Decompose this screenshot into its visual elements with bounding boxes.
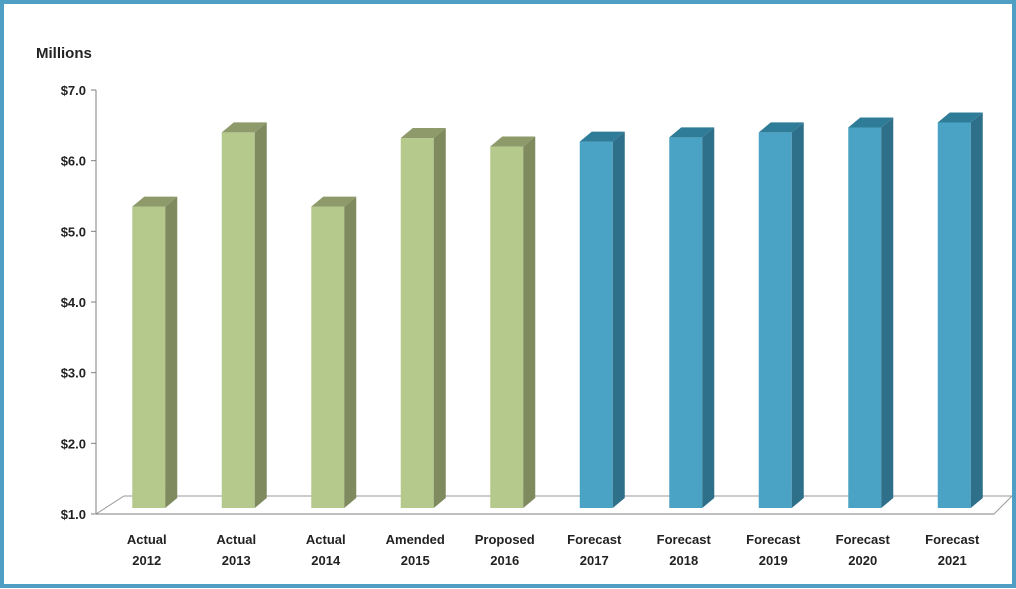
bar xyxy=(848,117,894,508)
x-tick-label-line2: 2016 xyxy=(490,553,519,568)
x-tick-label-line1: Actual xyxy=(306,532,346,547)
bar-side xyxy=(165,196,178,508)
x-tick-label-line2: 2014 xyxy=(311,553,341,568)
x-tick-label-line1: Forecast xyxy=(746,532,801,547)
y-tick-label: $6.0 xyxy=(61,154,86,169)
bar-side xyxy=(791,122,804,509)
bar-top xyxy=(848,117,894,128)
bar-front xyxy=(490,146,524,509)
x-tick-label-line2: 2019 xyxy=(759,553,788,568)
bar xyxy=(579,131,625,508)
x-tick-label-line1: Actual xyxy=(127,532,167,547)
y-tick-label: $4.0 xyxy=(61,295,86,310)
bar-top xyxy=(579,131,625,142)
x-tick-label-line2: 2020 xyxy=(848,553,877,568)
x-tick-label-line2: 2021 xyxy=(938,553,967,568)
y-axis-unit-label: Millions xyxy=(36,45,92,62)
x-tick-label-line2: 2012 xyxy=(132,553,161,568)
bar-front xyxy=(669,137,703,508)
bar-front xyxy=(579,141,613,508)
x-tick-label-line1: Actual xyxy=(216,532,256,547)
bars xyxy=(132,112,983,509)
x-tick-label-line1: Forecast xyxy=(657,532,712,547)
x-tick-label-line1: Amended xyxy=(386,532,445,547)
bar xyxy=(221,122,267,509)
x-tick-label-line1: Forecast xyxy=(567,532,622,547)
y-tick-label: $5.0 xyxy=(61,224,86,239)
bar xyxy=(758,122,804,509)
bar-side xyxy=(612,131,625,508)
bar-chart: Millions $1.0 $2.0 $3.0 $4.0 $5.0 $6.0 $7.0 Ac… xyxy=(36,45,1014,568)
x-axis-labels: Actual 2012 Actual 2013 Actual 2014 Amended 201… xyxy=(127,532,980,568)
x-tick-label-line2: 2017 xyxy=(580,553,609,568)
x-tick-label-line1: Forecast xyxy=(836,532,891,547)
bar-side xyxy=(433,128,446,508)
bar-side xyxy=(970,112,983,509)
bar xyxy=(400,128,446,508)
bar-top xyxy=(669,127,715,138)
x-tick-label-line1: Proposed xyxy=(475,532,535,547)
y-axis: $1.0 $2.0 $3.0 $4.0 $5.0 $6.0 $7.0 xyxy=(61,83,97,522)
bar-side xyxy=(344,196,357,508)
bar-top xyxy=(937,112,983,123)
bar xyxy=(490,136,536,509)
bar-side xyxy=(881,117,894,508)
bar-top xyxy=(758,122,804,133)
bar-top xyxy=(132,196,178,207)
bar-top xyxy=(400,128,446,139)
x-tick-label-line2: 2015 xyxy=(401,553,430,568)
bar-top xyxy=(490,136,536,147)
y-tick-label: $3.0 xyxy=(61,366,86,381)
y-tick-label: $2.0 xyxy=(61,436,86,451)
x-tick-label-line2: 2018 xyxy=(669,553,698,568)
bar-front xyxy=(848,127,882,508)
bar-front xyxy=(937,122,971,509)
x-tick-label-line1: Forecast xyxy=(925,532,980,547)
y-tick-label: $7.0 xyxy=(61,83,86,98)
bar-top xyxy=(311,196,357,207)
y-tick-label: $1.0 xyxy=(61,507,86,522)
bar-front xyxy=(221,132,255,508)
bar xyxy=(311,196,357,508)
bar-front xyxy=(758,132,792,508)
bar xyxy=(937,112,983,509)
bar-front xyxy=(400,138,434,508)
x-tick-label-line2: 2013 xyxy=(222,553,251,568)
bar xyxy=(132,196,178,508)
bar-side xyxy=(254,122,267,509)
bar-side xyxy=(523,136,536,509)
bar-front xyxy=(132,206,166,508)
bar-top xyxy=(221,122,267,133)
bar-front xyxy=(311,206,345,508)
bar-side xyxy=(702,127,715,508)
bar xyxy=(669,127,715,508)
